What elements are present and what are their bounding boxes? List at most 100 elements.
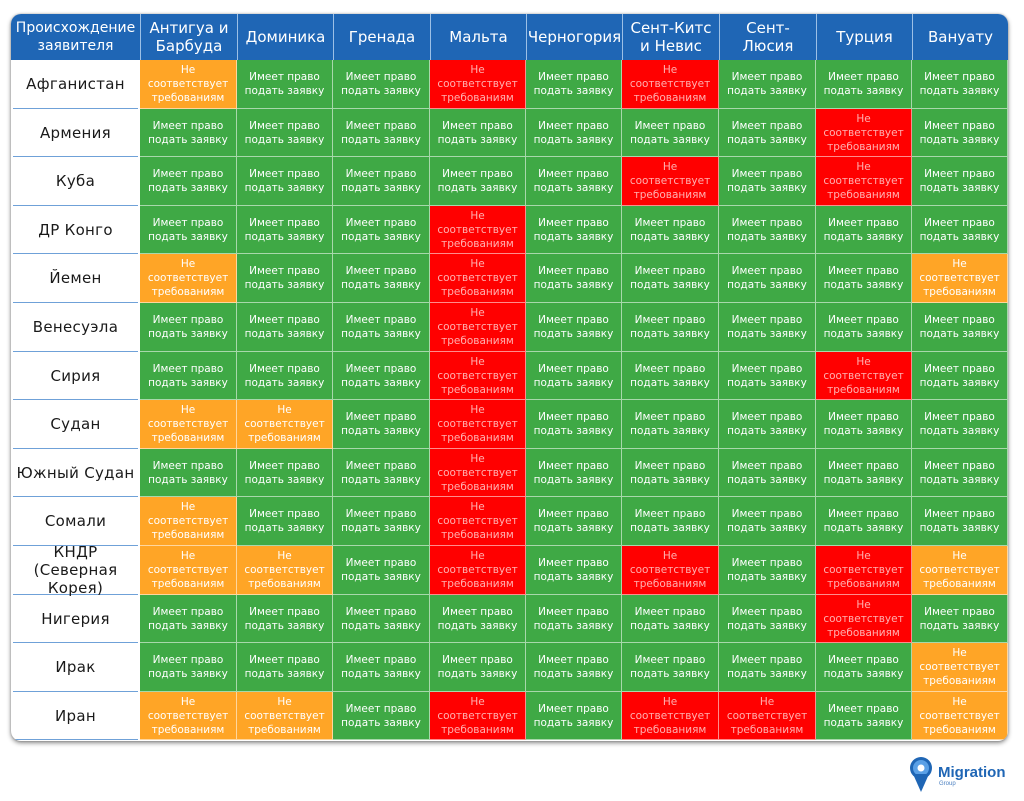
status-cell-eligible: Имеет право подать заявку xyxy=(526,643,622,692)
status-cell-not-eligible: Не соответствует требованиям xyxy=(816,157,912,206)
status-cell-not-eligible: Не соответствует требованиям xyxy=(430,60,526,109)
status-cell-eligible: Имеет право подать заявку xyxy=(816,400,912,449)
column-header: Сент-Люсия xyxy=(719,14,816,60)
status-cell-eligible: Имеет право подать заявку xyxy=(816,497,912,546)
status-cell-eligible: Имеет право подать заявку xyxy=(719,449,816,497)
status-cell-eligible: Имеет право подать заявку xyxy=(140,449,237,497)
logo-text: Migration xyxy=(938,764,1006,781)
status-cell-eligible: Имеет право подать заявку xyxy=(622,497,719,546)
row-label: Судан xyxy=(13,400,138,449)
status-cell-partial: Не соответствует требованиям xyxy=(237,546,333,595)
status-cell-partial: Не соответствует требованиям xyxy=(140,497,237,546)
status-cell-eligible: Имеет право подать заявку xyxy=(622,254,719,303)
status-cell-eligible: Имеет право подать заявку xyxy=(912,157,1008,206)
status-cell-eligible: Имеет право подать заявку xyxy=(237,497,333,546)
column-header: Мальта xyxy=(430,14,526,60)
status-cell-eligible: Имеет право подать заявку xyxy=(622,449,719,497)
status-cell-not-eligible: Не соответствует требованиям xyxy=(622,157,719,206)
row-label: Сомали xyxy=(13,497,138,546)
status-cell-partial: Не соответствует требованиям xyxy=(237,692,333,740)
migration-group-logo: Migration Group xyxy=(908,752,1018,796)
row-label: Афганистан xyxy=(13,60,138,109)
status-cell-eligible: Имеет право подать заявку xyxy=(237,157,333,206)
status-cell-eligible: Имеет право подать заявку xyxy=(430,157,526,206)
status-cell-eligible: Имеет право подать заявку xyxy=(719,157,816,206)
status-cell-not-eligible: Не соответствует требованиям xyxy=(622,60,719,109)
status-cell-eligible: Имеет право подать заявку xyxy=(912,352,1008,400)
column-header: Гренада xyxy=(333,14,430,60)
status-cell-partial: Не соответствует требованиям xyxy=(237,400,333,449)
status-cell-partial: Не соответствует требованиям xyxy=(140,400,237,449)
status-cell-eligible: Имеет право подать заявку xyxy=(719,595,816,643)
status-cell-not-eligible: Не соответствует требованиям xyxy=(430,254,526,303)
column-header: Вануату xyxy=(912,14,1008,60)
status-cell-eligible: Имеет право подать заявку xyxy=(719,643,816,692)
status-cell-eligible: Имеет право подать заявку xyxy=(912,60,1008,109)
row-label: Ирак xyxy=(13,643,138,692)
status-cell-eligible: Имеет право подать заявку xyxy=(526,60,622,109)
status-cell-eligible: Имеет право подать заявку xyxy=(237,449,333,497)
column-header: Сент-Китс и Невис xyxy=(622,14,719,60)
row-label: Нигерия xyxy=(13,595,138,643)
status-cell-not-eligible: Не соответствует требованиям xyxy=(430,303,526,352)
status-cell-eligible: Имеет право подать заявку xyxy=(333,546,430,595)
status-cell-eligible: Имеет право подать заявку xyxy=(719,400,816,449)
status-cell-eligible: Имеет право подать заявку xyxy=(912,449,1008,497)
row-label: Иран xyxy=(13,692,138,740)
status-cell-eligible: Имеет право подать заявку xyxy=(526,254,622,303)
status-cell-eligible: Имеет право подать заявку xyxy=(526,595,622,643)
status-cell-eligible: Имеет право подать заявку xyxy=(237,352,333,400)
status-cell-eligible: Имеет право подать заявку xyxy=(816,254,912,303)
status-cell-eligible: Имеет право подать заявку xyxy=(333,206,430,254)
status-cell-eligible: Имеет право подать заявку xyxy=(526,206,622,254)
row-label: Сирия xyxy=(13,352,138,400)
status-cell-eligible: Имеет право подать заявку xyxy=(912,206,1008,254)
status-cell-eligible: Имеет право подать заявку xyxy=(622,400,719,449)
status-cell-eligible: Имеет право подать заявку xyxy=(622,352,719,400)
status-cell-eligible: Имеет право подать заявку xyxy=(237,303,333,352)
status-cell-eligible: Имеет право подать заявку xyxy=(526,303,622,352)
status-cell-eligible: Имеет право подать заявку xyxy=(719,109,816,157)
status-cell-eligible: Имеет право подать заявку xyxy=(333,60,430,109)
status-cell-not-eligible: Не соответствует требованиям xyxy=(430,692,526,740)
column-header: Антигуа и Барбуда xyxy=(140,14,237,60)
status-cell-eligible: Имеет право подать заявку xyxy=(816,692,912,740)
status-cell-not-eligible: Не соответствует требованиям xyxy=(430,546,526,595)
status-cell-eligible: Имеет право подать заявку xyxy=(719,303,816,352)
row-label: ДР Конго xyxy=(13,206,138,254)
status-cell-eligible: Имеет право подать заявку xyxy=(140,303,237,352)
status-cell-partial: Не соответствует требованиям xyxy=(912,254,1008,303)
status-cell-eligible: Имеет право подать заявку xyxy=(237,643,333,692)
status-cell-eligible: Имеет право подать заявку xyxy=(912,400,1008,449)
status-cell-not-eligible: Не соответствует требованиям xyxy=(622,692,719,740)
status-cell-eligible: Имеет право подать заявку xyxy=(237,206,333,254)
status-cell-partial: Не соответствует требованиям xyxy=(140,692,237,740)
status-cell-eligible: Имеет право подать заявку xyxy=(816,643,912,692)
status-cell-eligible: Имеет право подать заявку xyxy=(622,109,719,157)
status-cell-partial: Не соответствует требованиям xyxy=(912,692,1008,740)
row-label: Венесуэла xyxy=(13,303,138,352)
status-cell-eligible: Имеет право подать заявку xyxy=(333,109,430,157)
status-cell-eligible: Имеет право подать заявку xyxy=(816,206,912,254)
status-cell-eligible: Имеет право подать заявку xyxy=(526,497,622,546)
status-cell-not-eligible: Не соответствует требованиям xyxy=(430,449,526,497)
status-cell-eligible: Имеет право подать заявку xyxy=(140,157,237,206)
status-cell-eligible: Имеет право подать заявку xyxy=(526,449,622,497)
status-cell-eligible: Имеет право подать заявку xyxy=(719,546,816,595)
status-cell-eligible: Имеет право подать заявку xyxy=(912,497,1008,546)
status-cell-partial: Не соответствует требованиям xyxy=(140,254,237,303)
status-cell-eligible: Имеет право подать заявку xyxy=(912,595,1008,643)
column-header: Черногория xyxy=(526,14,622,60)
status-cell-eligible: Имеет право подать заявку xyxy=(719,206,816,254)
status-cell-eligible: Имеет право подать заявку xyxy=(526,109,622,157)
status-cell-not-eligible: Не соответствует требованиям xyxy=(622,546,719,595)
status-cell-eligible: Имеет право подать заявку xyxy=(333,497,430,546)
status-cell-eligible: Имеет право подать заявку xyxy=(622,206,719,254)
status-cell-eligible: Имеет право подать заявку xyxy=(333,254,430,303)
status-cell-eligible: Имеет право подать заявку xyxy=(622,303,719,352)
status-cell-eligible: Имеет право подать заявку xyxy=(237,60,333,109)
status-cell-eligible: Имеет право подать заявку xyxy=(526,692,622,740)
status-cell-not-eligible: Не соответствует требованиям xyxy=(816,595,912,643)
status-cell-eligible: Имеет право подать заявку xyxy=(719,352,816,400)
eligibility-table: Происхождение заявителя Антигуа и Барбуда… xyxy=(11,14,1008,741)
